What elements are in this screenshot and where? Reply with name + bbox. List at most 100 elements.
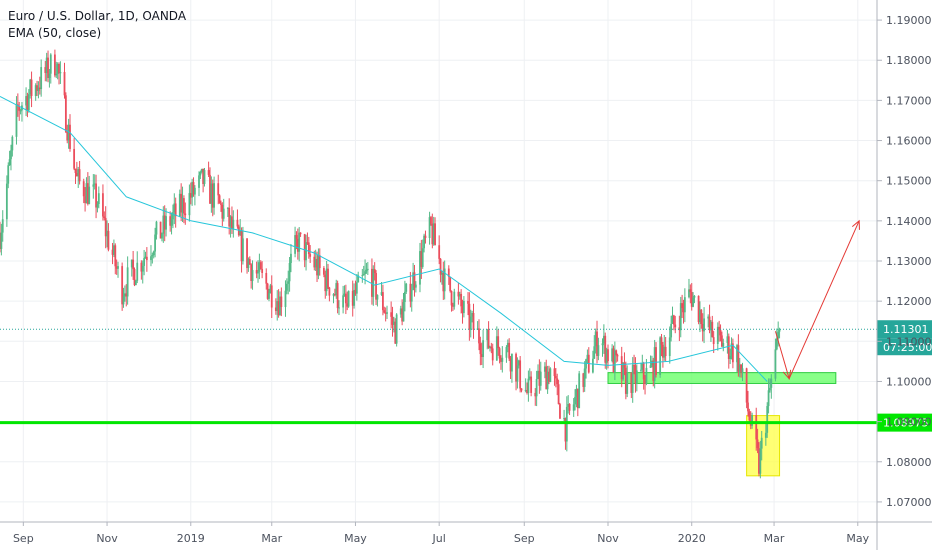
candle-body [113,245,115,255]
candle-body [189,193,192,198]
candle-body [178,193,181,217]
candle-body [104,218,107,237]
candle-body [152,251,155,256]
candle-body [500,358,502,362]
candle-body [383,310,386,313]
candle-body [180,193,183,213]
candle-body [530,376,533,393]
candle-body [183,198,185,214]
candle-body [336,283,339,309]
candle-body [202,168,205,184]
candle-body [683,297,686,313]
candle-body [751,415,754,426]
candle-body [66,132,69,141]
candle-body [641,363,644,370]
candle-body [59,71,62,74]
candle-body [95,183,97,208]
candle-body [582,373,585,387]
candle-body [338,307,340,309]
candle-body [452,305,454,307]
candle-body [516,365,519,382]
candle-body [534,392,537,397]
candle-body [67,124,70,141]
candle-body [413,272,416,288]
candle-body [401,308,404,322]
candle-body [707,316,710,319]
indicator-label[interactable]: EMA (50, close) [8,26,102,40]
y-tick-label: 1.08000 [886,456,932,469]
symbol-title[interactable]: Euro / U.S. Dollar, 1D, OANDA [8,9,187,23]
candle-body [246,238,248,269]
candle-body [403,291,406,303]
candle-body [457,291,460,297]
candle-body [410,290,413,302]
candle-body [335,283,338,296]
candle-body [8,159,11,166]
x-tick-label: Nov [96,532,118,545]
candle-body [663,346,666,358]
x-tick-label: Sep [514,532,535,545]
candle-body [664,346,667,357]
candle-body [575,388,578,397]
candle-body [652,360,655,381]
candle-body [700,309,703,324]
candle-body [63,71,66,96]
candle-body [161,233,163,239]
candle-body [644,379,646,384]
candle-body [759,448,762,474]
candle-body [351,290,354,306]
candle-body [145,256,148,261]
candle-body [631,365,634,393]
candle-body [107,230,110,250]
candle-body [498,348,501,359]
candle-body [718,326,721,330]
candle-body [620,356,623,380]
candle-body [615,350,618,356]
candle-body [468,303,471,330]
candle-body [5,183,8,220]
candle-body [200,168,203,172]
candle-body [594,331,597,347]
candle-body [537,370,539,380]
candle-body [419,251,421,285]
candle-body [366,268,369,270]
levels: 1.11301 07:25:00 1.08975 [0,320,932,432]
candle-body [344,293,347,304]
candle-body [535,379,538,397]
candle-body [237,226,240,236]
support-label: 1.08975 [883,417,929,430]
candle-body [392,321,395,325]
candle-body [307,242,310,255]
candle-body [296,238,299,252]
candle-body [371,268,373,297]
candle-body [726,336,729,343]
candle-body [78,169,81,182]
candle-body [458,293,461,297]
x-tick-label: Mar [764,532,785,545]
candle-body [325,268,328,292]
candle-body [380,292,383,295]
candle-body [583,368,586,387]
candle-body [295,235,298,239]
y-tick-label: 1.18000 [886,54,932,67]
candle-body [34,85,37,96]
candle-body [1,219,4,233]
candle-body [174,203,177,217]
candle-body [472,313,475,330]
candle-body [386,312,388,314]
candle-body [642,363,645,380]
y-tick-label: 1.09000 [886,416,932,429]
candle-body [524,390,527,392]
candle-body [508,342,511,359]
candle-body [280,296,283,308]
candle-body [479,343,482,355]
candle-body [294,235,296,254]
candle-body [117,266,119,269]
candle-body [228,207,231,227]
candle-body [40,67,43,90]
candle-body [226,207,229,209]
candle-body [414,284,417,288]
candle-body [693,295,696,298]
current-price-badge [877,320,932,339]
